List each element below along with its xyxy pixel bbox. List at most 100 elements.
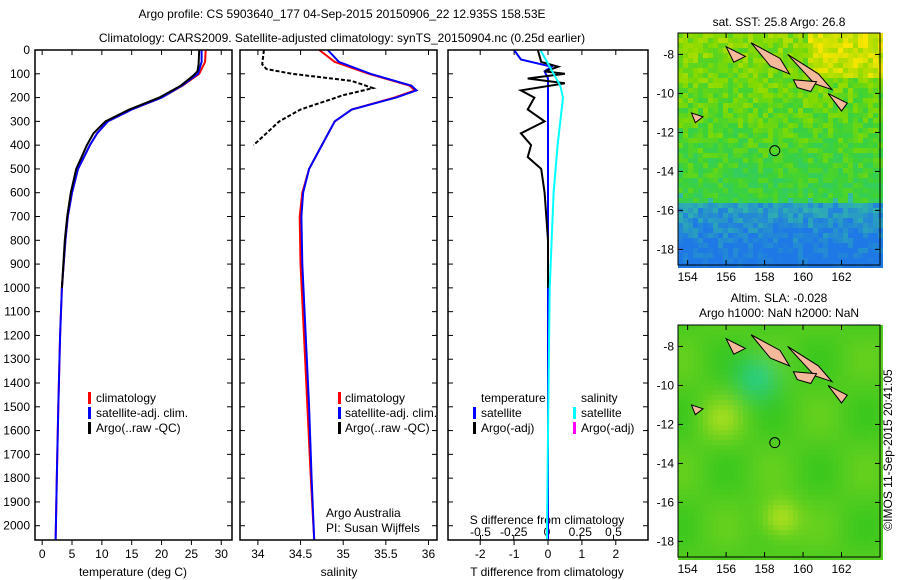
map-cell xyxy=(848,510,853,515)
map-cell xyxy=(823,450,828,455)
map-cell xyxy=(868,445,873,450)
map-cell xyxy=(733,515,738,520)
map-cell xyxy=(853,158,858,163)
map-cell xyxy=(868,168,873,173)
map-cell xyxy=(763,138,768,143)
map-cell xyxy=(803,193,808,198)
map-cell xyxy=(778,505,783,510)
map-cell xyxy=(733,330,738,335)
map-cell xyxy=(788,168,793,173)
map-cell xyxy=(858,208,863,213)
map-cell xyxy=(753,188,758,193)
map-cell xyxy=(753,123,758,128)
map-cell xyxy=(743,385,748,390)
map-cell xyxy=(718,460,723,465)
map-cell xyxy=(863,258,868,263)
map-cell xyxy=(738,108,743,113)
map-cell xyxy=(713,248,718,253)
map-cell xyxy=(813,450,818,455)
map-cell xyxy=(708,78,713,83)
map-cell xyxy=(793,53,798,58)
map-cell xyxy=(873,355,878,360)
depth-tick-label: 1100 xyxy=(4,305,30,319)
map-cell xyxy=(703,238,708,243)
map-cell xyxy=(853,460,858,465)
map-cell xyxy=(793,43,798,48)
map-cell xyxy=(708,515,713,520)
map-cell xyxy=(698,183,703,188)
map-cell xyxy=(763,335,768,340)
map-cell xyxy=(703,178,708,183)
map-cell xyxy=(728,258,733,263)
depth-tick-label: 1200 xyxy=(3,328,30,342)
map-cell xyxy=(743,228,748,233)
map-cell xyxy=(708,510,713,515)
map-cell xyxy=(873,53,878,58)
map-cell xyxy=(688,440,693,445)
map-frame xyxy=(677,32,881,266)
map-cell xyxy=(813,325,818,330)
map-cell xyxy=(808,480,813,485)
map-cell xyxy=(723,168,728,173)
map-cell xyxy=(693,38,698,43)
map-cell xyxy=(808,258,813,263)
map-cell xyxy=(753,500,758,505)
map-cell xyxy=(688,520,693,525)
map-cell xyxy=(713,58,718,63)
map-cell xyxy=(713,500,718,505)
map-cell xyxy=(868,243,873,248)
map-cell xyxy=(828,340,833,345)
map-cell xyxy=(738,178,743,183)
map-cell xyxy=(758,525,763,530)
map-cell xyxy=(728,113,733,118)
map-cell xyxy=(808,203,813,208)
map-cell xyxy=(813,360,818,365)
map-cell xyxy=(728,83,733,88)
map-cell xyxy=(783,233,788,238)
map-cell xyxy=(773,325,778,330)
map-cell xyxy=(743,370,748,375)
map-cell xyxy=(778,490,783,495)
map-cell xyxy=(688,340,693,345)
map-cell xyxy=(693,345,698,350)
map-cell xyxy=(683,33,688,38)
map-cell xyxy=(848,465,853,470)
depth-tick-label: 1600 xyxy=(3,424,30,438)
map-cell xyxy=(873,133,878,138)
map-cell xyxy=(688,430,693,435)
map-cell xyxy=(808,415,813,420)
map-cell xyxy=(738,440,743,445)
map-cell xyxy=(723,435,728,440)
map-cell xyxy=(833,153,838,158)
map-cell xyxy=(708,425,713,430)
depth-tick-label: 800 xyxy=(10,233,30,247)
map-cell xyxy=(853,505,858,510)
map-cell xyxy=(848,490,853,495)
map-cell xyxy=(793,73,798,78)
map-cell xyxy=(808,350,813,355)
map-cell xyxy=(713,340,718,345)
map-cell xyxy=(788,405,793,410)
map-cell xyxy=(688,525,693,530)
map-cell xyxy=(843,405,848,410)
map-cell xyxy=(753,350,758,355)
map-cell xyxy=(738,203,743,208)
map-cell xyxy=(823,420,828,425)
map-cell xyxy=(758,435,763,440)
map-cell xyxy=(678,148,683,153)
map-cell xyxy=(873,33,878,38)
map-cell xyxy=(868,325,873,330)
map-cell xyxy=(693,73,698,78)
map-cell xyxy=(868,460,873,465)
map-cell xyxy=(798,163,803,168)
map-cell xyxy=(783,133,788,138)
x-tick-label: 36 xyxy=(422,547,436,561)
map-cell xyxy=(793,243,798,248)
map-cell xyxy=(738,118,743,123)
map-cell xyxy=(738,350,743,355)
map-cell xyxy=(773,500,778,505)
map-cell xyxy=(728,108,733,113)
map-cell xyxy=(753,68,758,73)
map-cell xyxy=(858,108,863,113)
map-cell xyxy=(678,218,683,223)
